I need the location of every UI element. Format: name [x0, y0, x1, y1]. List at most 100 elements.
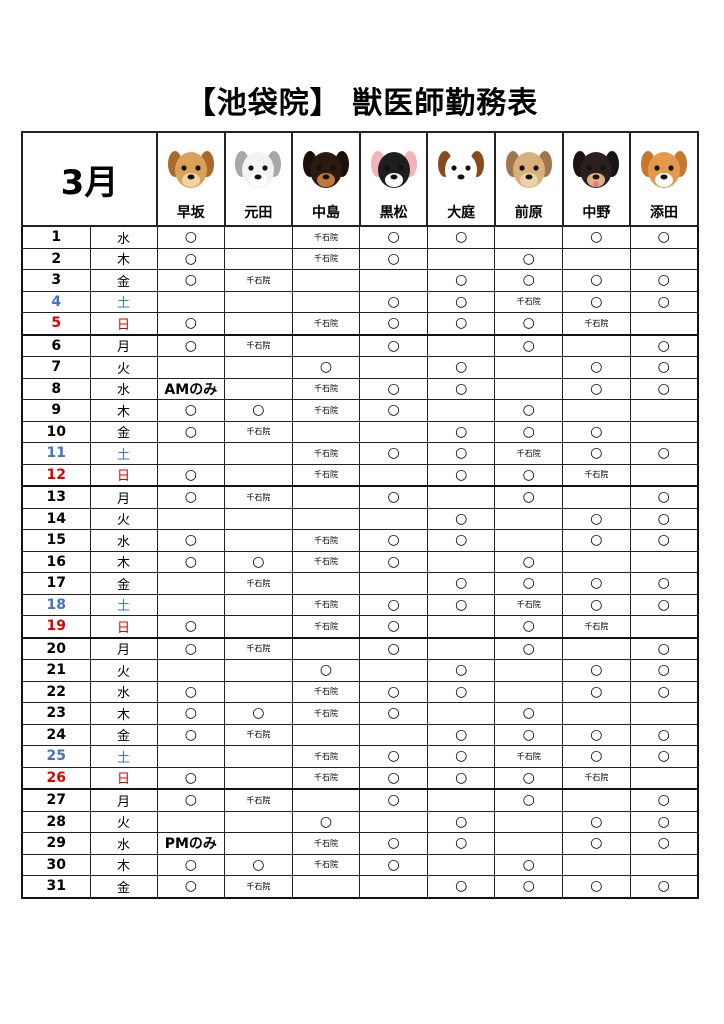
table-row: 14 火 ○ ○ ○ [21, 507, 699, 530]
empty-cell [156, 572, 226, 595]
on-duty-mark: ○ [224, 702, 293, 725]
empty-cell [494, 225, 564, 249]
table-row: 11 土千石院 ○ ○ 千石院 ○ ○ [21, 442, 699, 465]
on-duty-mark: ○ [494, 485, 564, 509]
shiba-icon [640, 151, 687, 188]
empty-cell [426, 702, 496, 725]
doctor-header: 中野 [561, 131, 632, 227]
doctor-header: 中島 [291, 131, 361, 227]
empty-cell [494, 377, 564, 400]
french-bulldog-icon [370, 151, 417, 188]
empty-cell [291, 334, 361, 357]
branch-assignment: 千石院 [224, 334, 293, 357]
on-duty-mark: ○ [156, 702, 226, 725]
branch-assignment: 千石院 [562, 463, 631, 487]
day-number: 15 [21, 529, 91, 552]
empty-cell [629, 550, 699, 573]
branch-assignment: 千石院 [291, 680, 361, 703]
empty-cell [494, 680, 564, 703]
day-number: 3 [21, 269, 91, 292]
branch-assignment: 千石院 [224, 637, 293, 660]
empty-cell [562, 334, 631, 357]
empty-cell [629, 420, 699, 443]
empty-cell [224, 225, 293, 249]
weekday: 土 [89, 593, 158, 616]
empty-cell [224, 247, 293, 270]
on-duty-mark: ○ [156, 420, 226, 443]
empty-cell [562, 550, 631, 573]
on-duty-mark: ○ [494, 550, 564, 573]
on-duty-mark: ○ [562, 225, 631, 249]
table-row: 5 日 ○ 千石院 ○ ○ ○ 千石院 [21, 312, 699, 336]
day-number: 19 [21, 615, 91, 639]
doctor-name: 中野 [582, 205, 611, 221]
weekday: 金 [89, 269, 158, 292]
empty-cell [359, 875, 428, 898]
on-duty-mark: ○ [359, 550, 428, 573]
branch-assignment: 千石院 [494, 442, 564, 465]
empty-cell [426, 788, 496, 812]
schedule-table: 3月 早坂 元田 中島 黒松 [20, 131, 699, 899]
empty-cell [562, 399, 631, 422]
on-duty-mark: ○ [156, 399, 226, 422]
table-row: 29 水 PMのみ 千石院 ○ ○ ○ ○ [21, 832, 699, 855]
table-row: 21 火 ○ ○ ○ ○ [21, 659, 699, 682]
empty-cell [224, 810, 293, 833]
empty-cell [494, 659, 564, 682]
on-duty-mark: ○ [629, 659, 699, 682]
on-duty-mark: ○ [426, 593, 496, 616]
weekday: 金 [89, 875, 158, 898]
on-duty-mark: ○ [494, 702, 564, 725]
on-duty-mark: ○ [359, 290, 428, 313]
day-number: 21 [21, 659, 91, 682]
day-number: 11 [21, 442, 91, 465]
on-duty-mark: ○ [224, 399, 293, 422]
on-duty-mark: ○ [291, 659, 361, 682]
weekday: 火 [89, 659, 158, 682]
branch-assignment: 千石院 [291, 593, 361, 616]
doctor-name: 大庭 [447, 205, 476, 221]
branch-assignment: 千石院 [291, 247, 361, 270]
weekday: 木 [89, 247, 158, 270]
empty-cell [629, 615, 699, 639]
empty-cell [224, 832, 293, 855]
branch-assignment: 千石院 [494, 290, 564, 313]
table-row: 27 月 ○ 千石院 ○ ○ ○ [21, 788, 699, 812]
empty-cell [359, 356, 428, 379]
branch-assignment: 千石院 [291, 463, 361, 487]
empty-cell [291, 485, 361, 509]
empty-cell [494, 529, 564, 552]
empty-cell [224, 312, 293, 336]
table-row: 18 土千石院 ○ ○ 千石院 ○ ○ [21, 593, 699, 616]
empty-cell [224, 290, 293, 313]
on-duty-mark: ○ [494, 875, 564, 898]
weekday: 木 [89, 399, 158, 422]
branch-assignment: 千石院 [224, 788, 293, 812]
doctor-name: 中島 [312, 205, 340, 221]
empty-cell [629, 247, 699, 270]
on-duty-mark: ○ [494, 463, 564, 487]
empty-cell [156, 442, 226, 465]
on-duty-mark: ○ [494, 572, 564, 595]
table-row: 22 水 ○ 千石院 ○ ○ ○ ○ [21, 680, 699, 703]
on-duty-mark: ○ [359, 832, 428, 855]
on-duty-mark: ○ [562, 572, 631, 595]
branch-assignment: 千石院 [291, 702, 361, 725]
doctor-name: 元田 [244, 205, 273, 221]
on-duty-mark: ○ [156, 463, 226, 487]
weekday: 月 [89, 334, 158, 357]
empty-cell [426, 637, 496, 660]
branch-assignment: 千石院 [291, 225, 361, 249]
empty-cell [426, 247, 496, 270]
empty-cell [359, 463, 428, 487]
on-duty-mark: ○ [156, 723, 226, 746]
branch-assignment: 千石院 [291, 377, 361, 400]
on-duty-mark: ○ [629, 529, 699, 552]
on-duty-mark: ○ [494, 637, 564, 660]
on-duty-mark: ○ [562, 832, 631, 855]
on-duty-mark: ○ [494, 615, 564, 639]
shift-note: PMのみ [156, 832, 226, 855]
branch-assignment: 千石院 [291, 442, 361, 465]
branch-assignment: 千石院 [224, 485, 293, 509]
on-duty-mark: ○ [426, 659, 496, 682]
